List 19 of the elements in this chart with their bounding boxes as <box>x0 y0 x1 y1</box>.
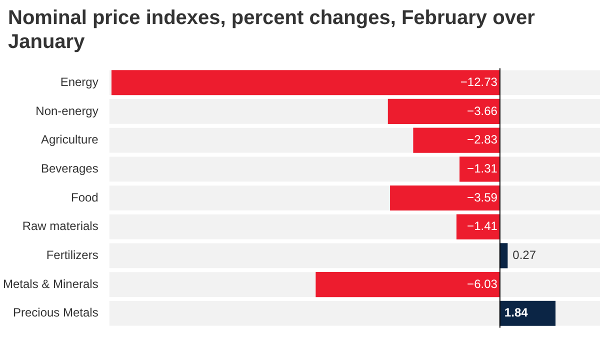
y-tick-label: Non-energy <box>36 104 98 118</box>
y-tick-label: Beverages <box>40 161 98 176</box>
data-label: −12.73 <box>460 74 498 89</box>
y-tick-label: Agriculture <box>41 132 99 147</box>
data-label: 1.84 <box>504 306 528 320</box>
data-label: −1.41 <box>467 219 498 234</box>
y-tick-label: Food <box>71 190 98 204</box>
y-tick-label: Fertilizers <box>46 248 98 262</box>
data-label: −3.59 <box>467 190 498 204</box>
chart-title: Nominal price indexes, percent changes, February over January <box>8 6 536 54</box>
y-tick-label: Energy <box>60 74 98 89</box>
y-tick-label: Raw materials <box>22 219 98 234</box>
y-tick-label: Metals & Minerals <box>2 276 98 291</box>
data-label: −6.03 <box>467 276 498 291</box>
y-tick-label: Precious Metals <box>12 306 98 320</box>
data-label: −1.31 <box>467 161 498 176</box>
data-label: 0.27 <box>512 248 536 262</box>
data-label: −3.66 <box>467 104 498 118</box>
data-label: −2.83 <box>467 132 498 147</box>
